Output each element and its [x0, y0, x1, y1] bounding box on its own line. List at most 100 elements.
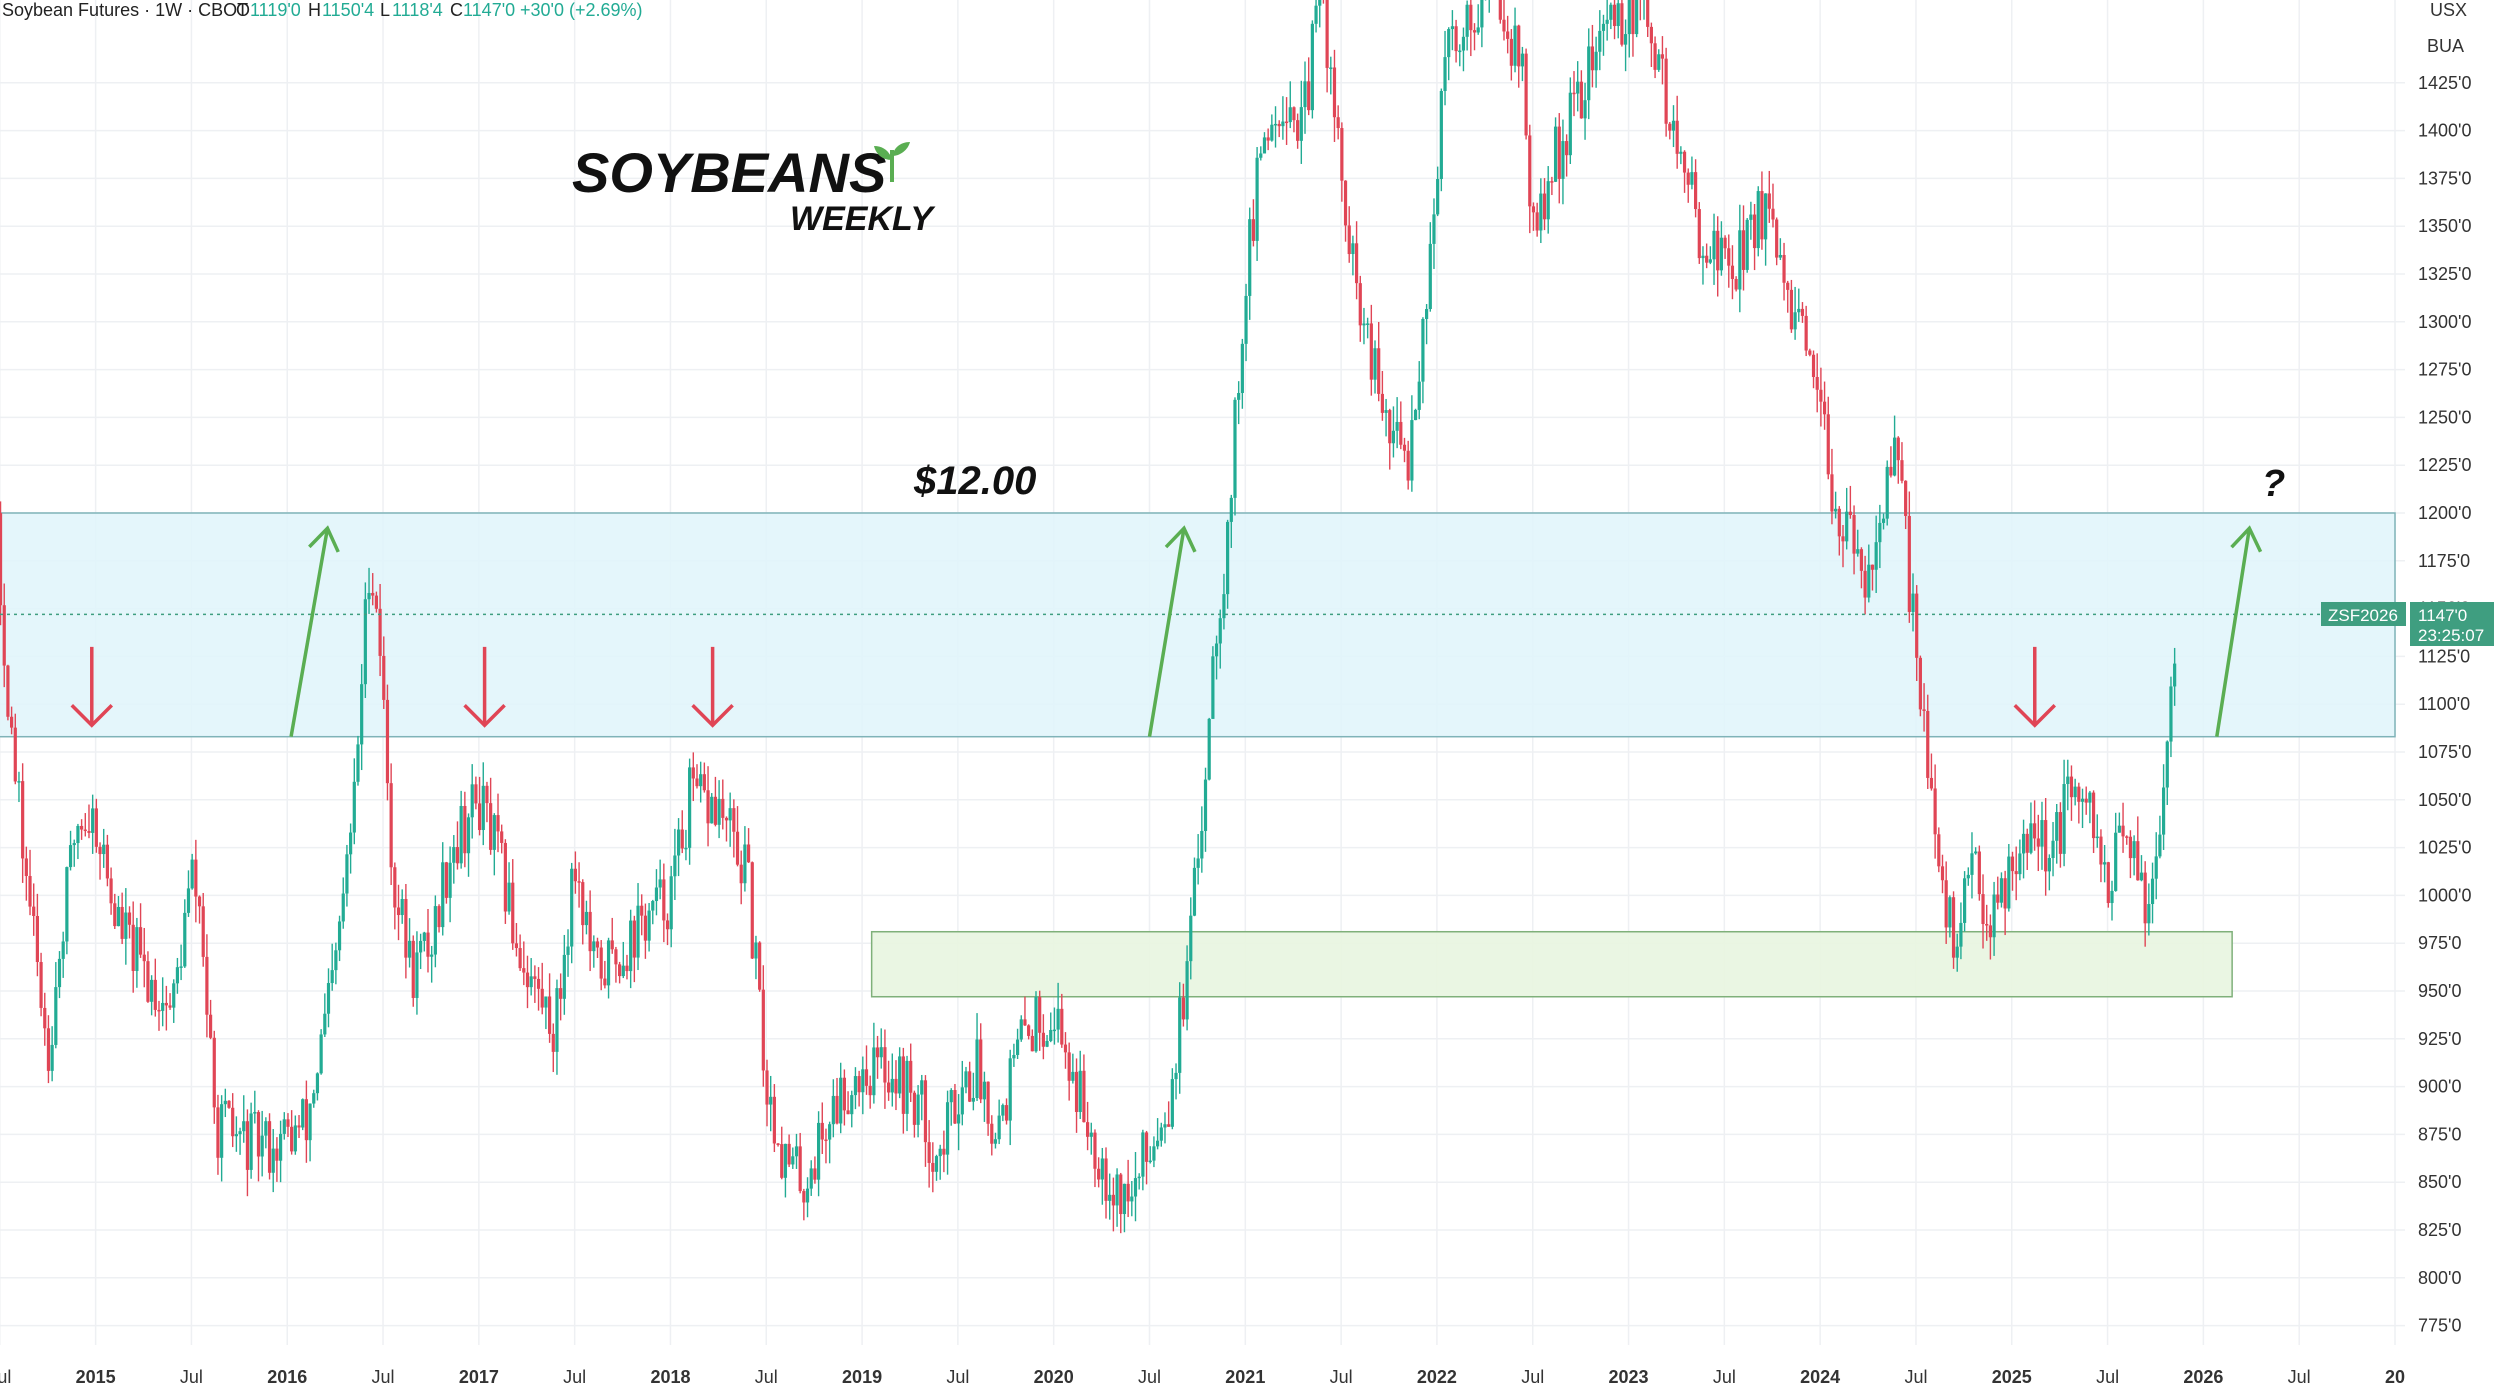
- x-tick-label: Jul: [755, 1367, 778, 1387]
- candle-body: [61, 941, 65, 959]
- y-tick-label: 1050'0: [2418, 790, 2472, 810]
- candle-body: [934, 1156, 939, 1172]
- candle-body: [894, 1078, 898, 1094]
- change-value: +30'0 (+2.69%): [520, 0, 643, 20]
- candle-body: [1273, 123, 1278, 126]
- up-arrow-head: [308, 525, 340, 553]
- candle-body: [1380, 393, 1384, 413]
- candle-body: [315, 1073, 320, 1094]
- candle-body: [618, 964, 622, 977]
- candle-body: [404, 899, 408, 958]
- candle-body: [1561, 141, 1565, 179]
- candle-body: [1782, 254, 1786, 283]
- candle-body: [1060, 1008, 1064, 1045]
- candle-body: [621, 965, 625, 977]
- candle-body: [131, 924, 135, 971]
- candle-body: [1856, 549, 1860, 554]
- candle-body: [805, 1188, 810, 1203]
- symbol-title: Soybean Futures · 1W · CBOT: [2, 0, 248, 20]
- candle-body: [1130, 1196, 1134, 1202]
- candle-body: [1343, 180, 1348, 226]
- candle-body: [21, 781, 25, 859]
- candle-body: [227, 1100, 231, 1108]
- candle-body: [68, 845, 73, 868]
- candle-body: [2051, 840, 2055, 859]
- candle-body: [610, 940, 614, 950]
- candle-body: [455, 847, 460, 864]
- candle-body: [80, 825, 84, 830]
- candle-body: [223, 1100, 227, 1105]
- candle-body: [776, 1143, 780, 1145]
- candle-body: [905, 1060, 909, 1114]
- candle-body: [1988, 925, 1992, 938]
- candle-body: [2021, 833, 2026, 854]
- candle-body: [927, 1142, 931, 1163]
- candle-body: [949, 1090, 953, 1103]
- candle-body: [846, 1110, 850, 1115]
- candle-body: [1712, 230, 1716, 260]
- candle-body: [1325, 0, 1329, 68]
- candle-body: [562, 954, 566, 999]
- candle-body: [791, 1156, 795, 1165]
- down-arrow-head: [70, 703, 114, 728]
- candle-body: [2073, 786, 2077, 798]
- candle-body: [883, 1047, 887, 1083]
- candle-body: [1332, 67, 1337, 118]
- candle-body: [323, 1013, 327, 1035]
- candle-body: [875, 1047, 880, 1058]
- candle-body: [853, 1076, 858, 1096]
- y-tick-label: 950'0: [2418, 981, 2461, 1001]
- candle-body: [231, 1107, 235, 1137]
- candle-body: [463, 805, 467, 854]
- candle-body: [975, 1039, 979, 1098]
- candle-body: [2007, 856, 2011, 909]
- x-axis: Jul 2015 Jul 2016 Jul 2017 Jul 2018 Jul 2019 Jul 20…: [0, 1367, 2405, 1387]
- candle-body: [1528, 135, 1532, 207]
- candle-body: [1944, 880, 1948, 928]
- candle-body: [640, 905, 644, 916]
- candle-body: [1233, 399, 1237, 498]
- candle-body: [581, 882, 585, 926]
- candle-body: [1432, 214, 1436, 244]
- candle-body: [783, 1143, 788, 1178]
- candle-body: [1447, 29, 1451, 58]
- candle-body: [197, 896, 202, 907]
- candle-body: [735, 831, 740, 865]
- candle-body: [105, 844, 110, 879]
- candle-body: [1716, 230, 1720, 271]
- candle-body: [1907, 515, 1911, 612]
- candle-body: [2165, 741, 2169, 788]
- candle-body: [1745, 219, 1749, 270]
- up-arrow-head: [1164, 525, 1197, 553]
- candle-body: [691, 767, 695, 779]
- candle-body: [1421, 318, 1425, 382]
- candle-body: [371, 592, 375, 596]
- candle-body: [13, 727, 17, 782]
- candle-body: [238, 1131, 242, 1135]
- candle-body: [1137, 1176, 1141, 1179]
- y-tick-label: 850'0: [2418, 1172, 2461, 1192]
- candle-body: [1192, 867, 1197, 916]
- candle-body: [168, 1005, 172, 1008]
- candle-body: [570, 868, 574, 947]
- candle-body: [1413, 409, 1418, 421]
- price-tag-symbol: ZSF2026: [2328, 606, 2398, 625]
- candle-body: [1078, 1070, 1082, 1113]
- candle-body: [699, 774, 703, 787]
- high-label: H: [308, 0, 321, 20]
- candle-body: [1336, 117, 1340, 129]
- candle-body: [1296, 120, 1300, 141]
- candle-body: [614, 949, 618, 965]
- candle-body: [1881, 518, 1886, 523]
- candle-body: [1635, 0, 1639, 35]
- candle-body: [1388, 410, 1392, 444]
- candle-body: [208, 1014, 213, 1038]
- candle-body: [1834, 508, 1838, 512]
- axis-currency: USX: [2430, 0, 2467, 20]
- candle-body: [839, 1077, 843, 1124]
- candle-body: [2158, 834, 2162, 857]
- candle-body: [1826, 414, 1830, 475]
- candle-body: [982, 1081, 987, 1100]
- candle-body: [1436, 178, 1440, 215]
- candle-body: [1620, 3, 1624, 45]
